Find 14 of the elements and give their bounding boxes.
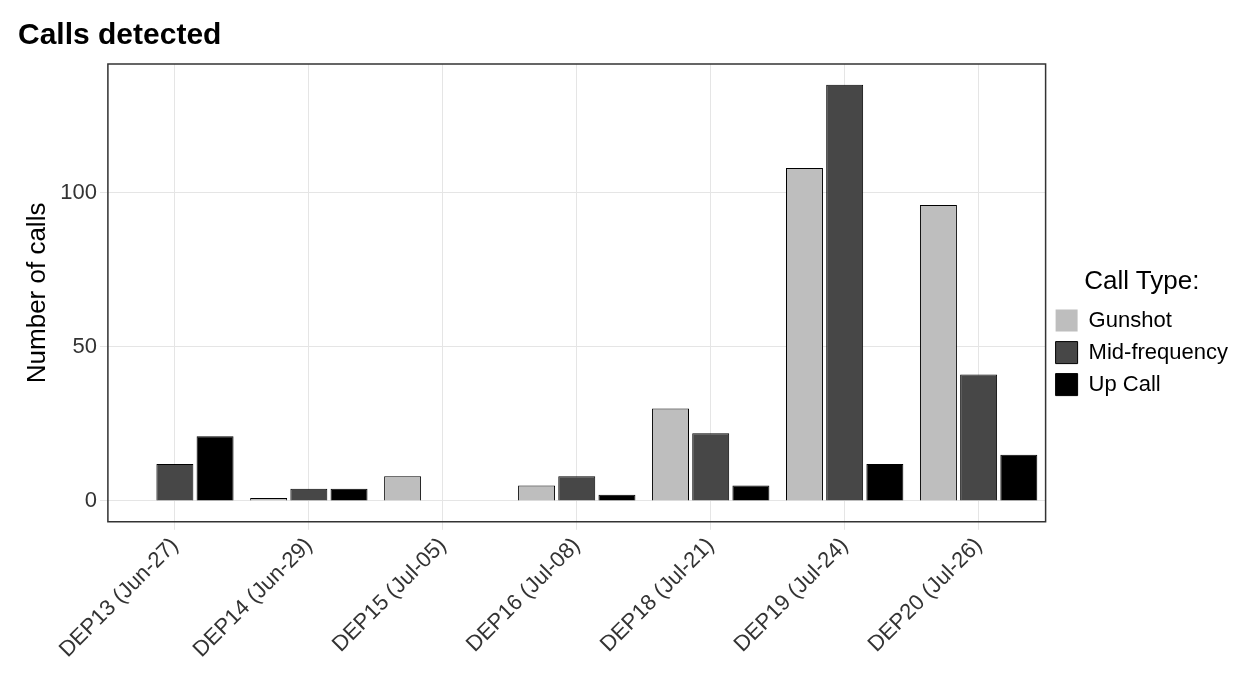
y-tick-label: 0 [84, 487, 97, 513]
legend-title: Call Type: [1084, 264, 1200, 295]
legend-label: Mid-frequency [1088, 338, 1228, 364]
bar [732, 485, 770, 501]
chart-title: Calls detected [18, 17, 222, 51]
y-tick-label: 50 [72, 332, 97, 358]
bar [866, 463, 904, 501]
y-axis-title: Number of calls [20, 202, 51, 384]
legend-label: Up Call [1088, 370, 1161, 396]
legend-label: Gunshot [1088, 306, 1172, 332]
bar [1000, 454, 1038, 501]
bar [330, 488, 368, 501]
bar [196, 436, 234, 501]
y-tick-label: 100 [60, 178, 97, 204]
